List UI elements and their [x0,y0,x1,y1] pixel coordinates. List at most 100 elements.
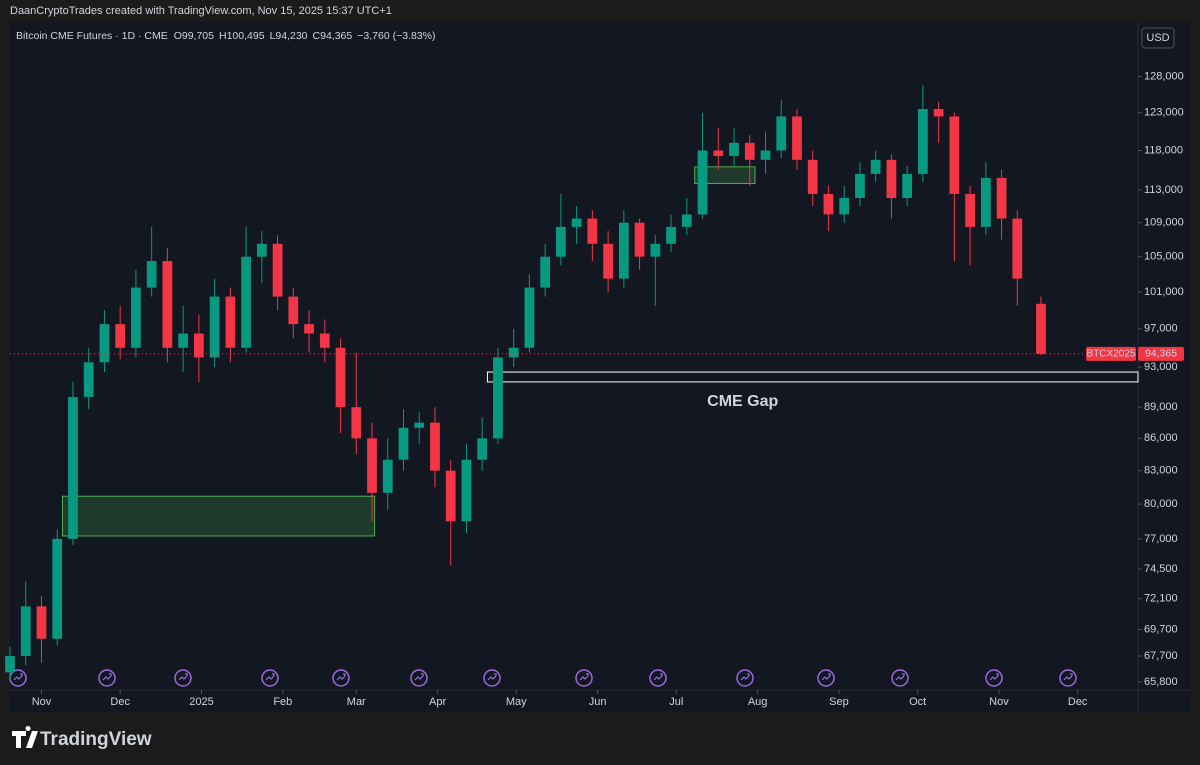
candle-body [902,173,913,198]
candle-body [1036,303,1046,354]
event-icon-arrow [414,673,424,681]
y-tick-label: 105,000 [1144,251,1184,263]
y-tick-label: 65,800 [1144,676,1178,688]
symbol-name: Bitcoin CME Futures · 1D · CME [16,30,168,42]
candle-body [241,256,251,348]
y-tick-label: 109,000 [1144,217,1184,229]
x-tick-label: Oct [909,696,926,708]
candle-body [477,438,488,460]
candle-body [886,159,897,198]
event-icon [575,669,593,687]
legend-value: 99,705 [182,30,214,42]
candle-body [949,116,960,194]
y-tick-label: 123,000 [1144,107,1184,119]
legend-prefix: C [313,30,321,42]
event-icon-arrow [487,673,497,681]
candle-body [288,296,299,325]
candle-body [146,261,157,288]
candle-body [335,347,346,408]
candle-body [430,422,440,471]
candle-body [99,324,110,363]
candle-body [1012,218,1023,279]
event-icon-arrow [178,673,188,681]
candle-body [162,261,173,348]
candle-body [776,116,787,151]
candle-body [855,173,865,198]
event-icon [98,669,116,687]
candle-body [965,193,975,227]
symbol-tag-label: BTCX2025 [1087,349,1136,360]
x-tick-label: Nov [32,696,52,708]
candle-body [367,438,377,493]
candle-body [729,142,739,156]
candle-body [382,459,393,493]
currency-button[interactable] [1141,27,1175,49]
candle-body [83,362,94,397]
event-icon-arrow [265,673,275,681]
candle-body [20,606,31,657]
candle-body [933,109,944,117]
candle-body [398,427,409,460]
candle-body [540,256,551,288]
candle-body [351,407,362,439]
event-icon [891,669,909,687]
candle-body [209,296,220,358]
candle-body [272,243,283,297]
symbol-tag [1086,346,1136,361]
y-tick-label: 80,000 [1144,498,1178,510]
x-tick-label: Dec [1068,696,1088,708]
candle-body [634,222,645,257]
event-icon-arrow [102,673,112,681]
candle-body [131,287,141,348]
candle-body [225,296,236,348]
candle-body [666,226,676,244]
y-tick-label: 86,000 [1144,432,1178,444]
candle-body [760,150,771,160]
zone [694,166,756,184]
event-icon-arrow [895,673,905,681]
zone [61,495,376,537]
event-icon-arrow [989,673,999,681]
plot: 128,000 123,000 118,000 113,000 109,000 105,0… [5,30,1184,708]
candle-body [461,459,472,522]
brand-name: TradingView [40,729,152,750]
candle-body [980,177,991,227]
candle-body [115,324,126,348]
legend-change: −3,760 (−3.83%) [357,30,435,42]
candle-body [193,333,204,358]
y-tick-label: 118,000 [1144,144,1183,156]
event-icon [736,669,754,687]
event-icon-arrow [579,673,589,681]
event-icon [1059,669,1077,687]
candle-body [5,656,15,673]
event-icon-arrow [653,673,663,681]
legend-value: 100,495 [227,30,265,42]
x-tick-label: May [506,696,527,708]
currency[interactable]: USD [1146,32,1169,44]
chart-panel [10,22,1190,712]
event-icon [817,669,835,687]
candle-body [618,222,629,279]
event-icon [410,669,428,687]
candle-body [918,109,928,174]
x-tick-label: Mar [347,696,366,708]
event-icon [483,669,501,687]
event-icon [332,669,350,687]
candle-body [823,193,834,215]
zone [486,371,1139,383]
candle-body [839,197,850,215]
x-tick-label: Dec [110,696,130,708]
candle-body [556,226,566,257]
y-tick-label: 101,000 [1144,286,1184,298]
candle-body [681,214,692,227]
candle-body [792,116,802,160]
x-tick-label: Sep [829,696,849,708]
candle-body [524,287,535,348]
candle-body [650,243,661,257]
x-tick-label: Nov [989,696,1009,708]
event-icon [174,669,192,687]
y-tick-label: 128,000 [1144,70,1184,82]
y-tick-label: 113,000 [1144,184,1183,196]
